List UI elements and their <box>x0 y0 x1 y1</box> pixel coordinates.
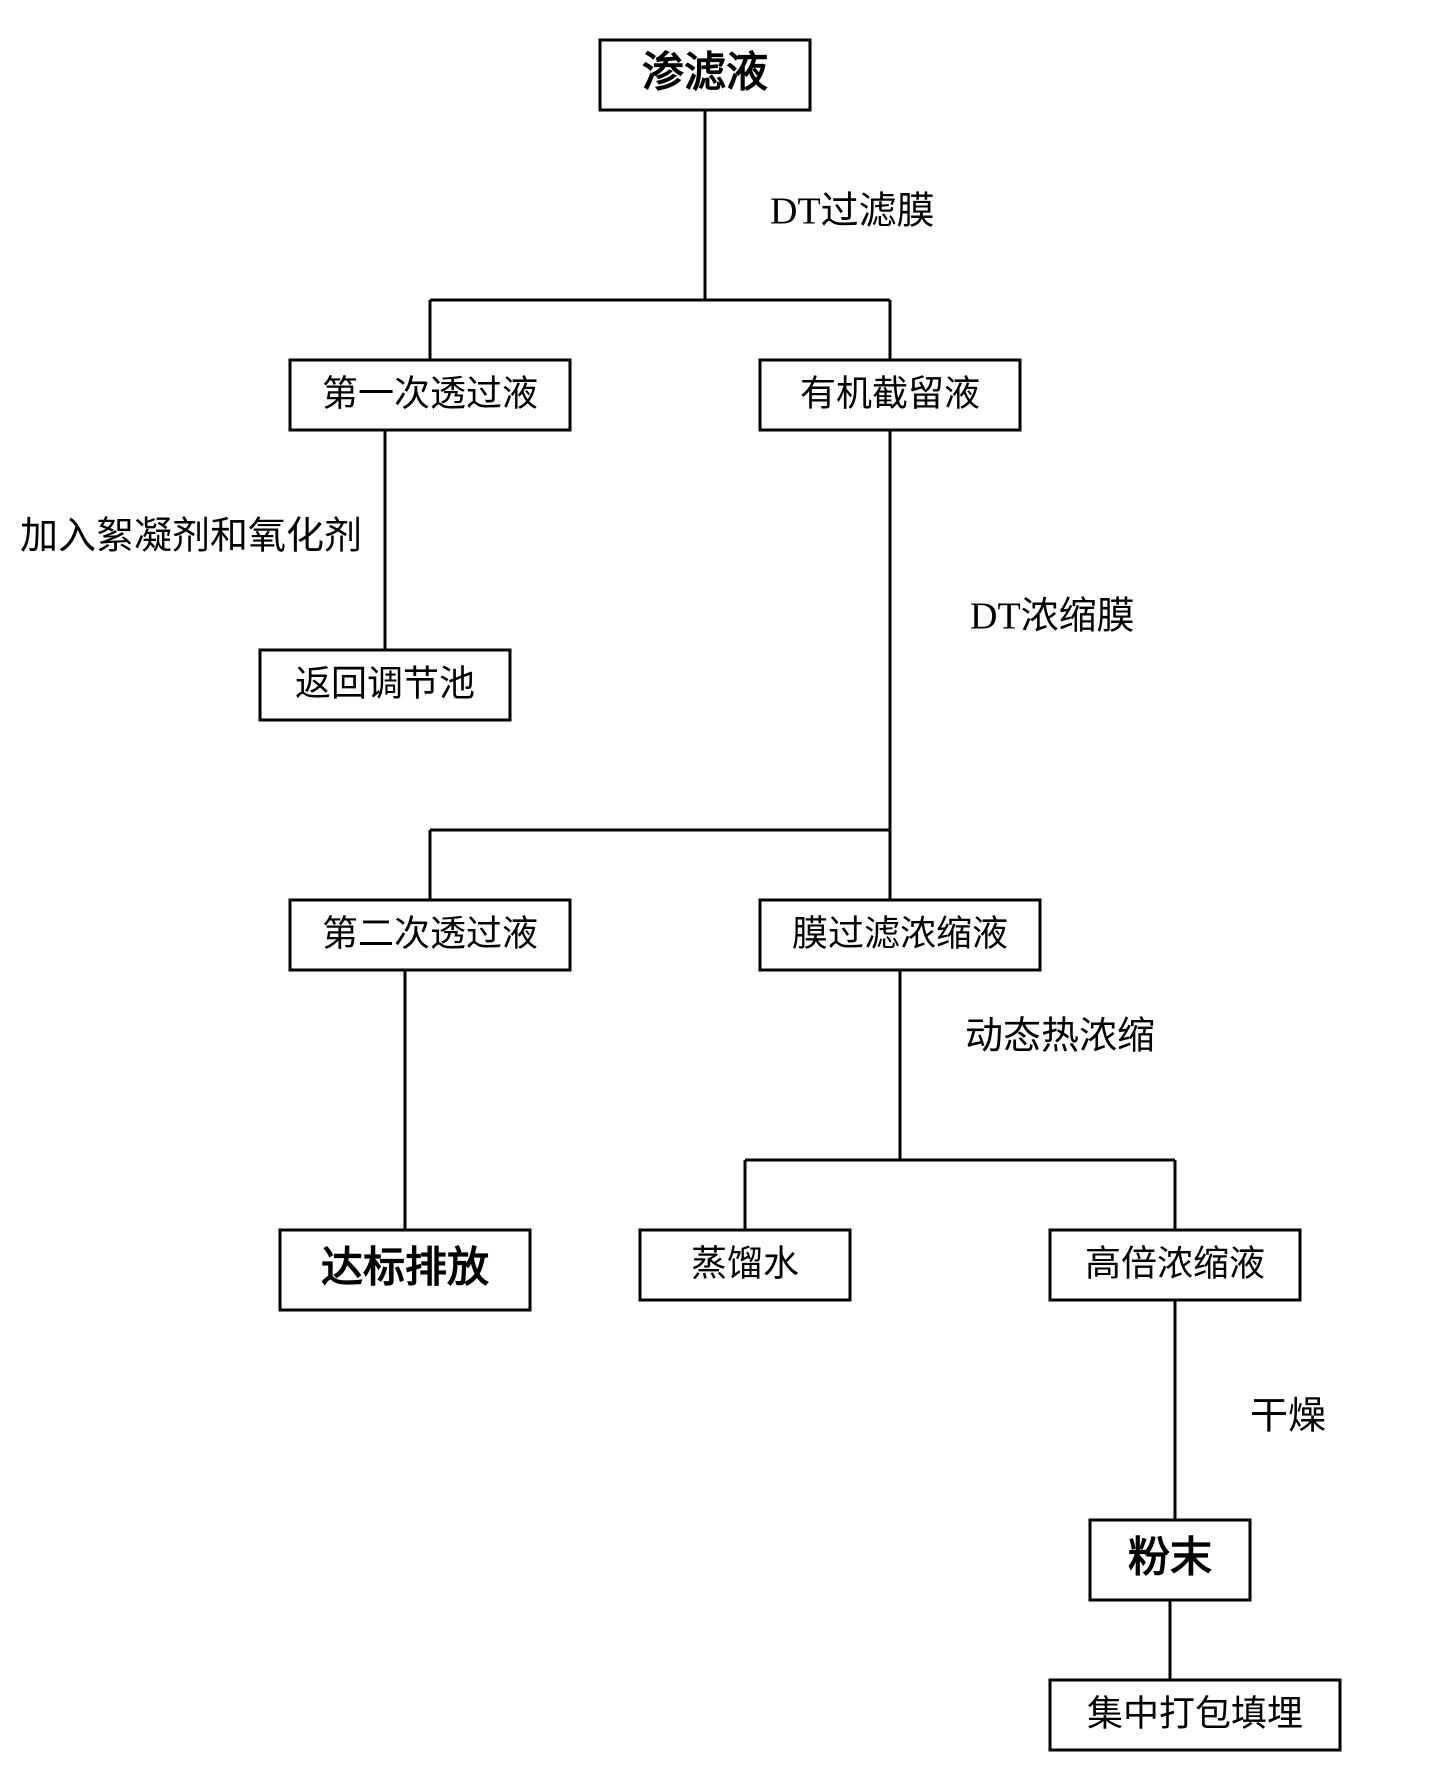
node-label-powder: 粉末 <box>1128 1535 1212 1582</box>
node-label-discharge: 达标排放 <box>321 1245 489 1292</box>
node-organic_retent: 有机截留液 <box>760 360 1020 430</box>
node-label-distilled: 蒸馏水 <box>691 1243 799 1283</box>
node-label-first_permeate: 第一次透过液 <box>322 373 538 413</box>
node-return_tank: 返回调节池 <box>260 650 510 720</box>
edge-label-dry: 干燥 <box>1250 1396 1326 1438</box>
node-distilled: 蒸馏水 <box>640 1230 850 1300</box>
node-first_permeate: 第一次透过液 <box>290 360 570 430</box>
edge-label-floc_oxid: 加入絮凝剂和氧化剂 <box>20 516 362 558</box>
node-second_permeate: 第二次透过液 <box>290 900 570 970</box>
edge-label-dt_filter: DT过滤膜 <box>770 191 935 233</box>
edge-label-dt_conc: DT浓缩膜 <box>970 596 1135 638</box>
node-powder: 粉末 <box>1090 1520 1250 1600</box>
node-landfill: 集中打包填埋 <box>1050 1680 1340 1750</box>
node-label-second_permeate: 第二次透过液 <box>322 913 538 953</box>
node-label-landfill: 集中打包填埋 <box>1087 1693 1303 1733</box>
node-label-return_tank: 返回调节池 <box>295 663 475 703</box>
edge-label-dyn_thermal: 动态热浓缩 <box>965 1016 1155 1058</box>
node-label-memb_conc: 膜过滤浓缩液 <box>792 913 1008 953</box>
node-label-leachate: 渗滤液 <box>642 50 768 97</box>
node-label-high_conc: 高倍浓缩液 <box>1085 1243 1265 1283</box>
node-label-organic_retent: 有机截留液 <box>800 373 980 413</box>
node-memb_conc: 膜过滤浓缩液 <box>760 900 1040 970</box>
node-leachate: 渗滤液 <box>600 40 810 110</box>
node-high_conc: 高倍浓缩液 <box>1050 1230 1300 1300</box>
node-discharge: 达标排放 <box>280 1230 530 1310</box>
